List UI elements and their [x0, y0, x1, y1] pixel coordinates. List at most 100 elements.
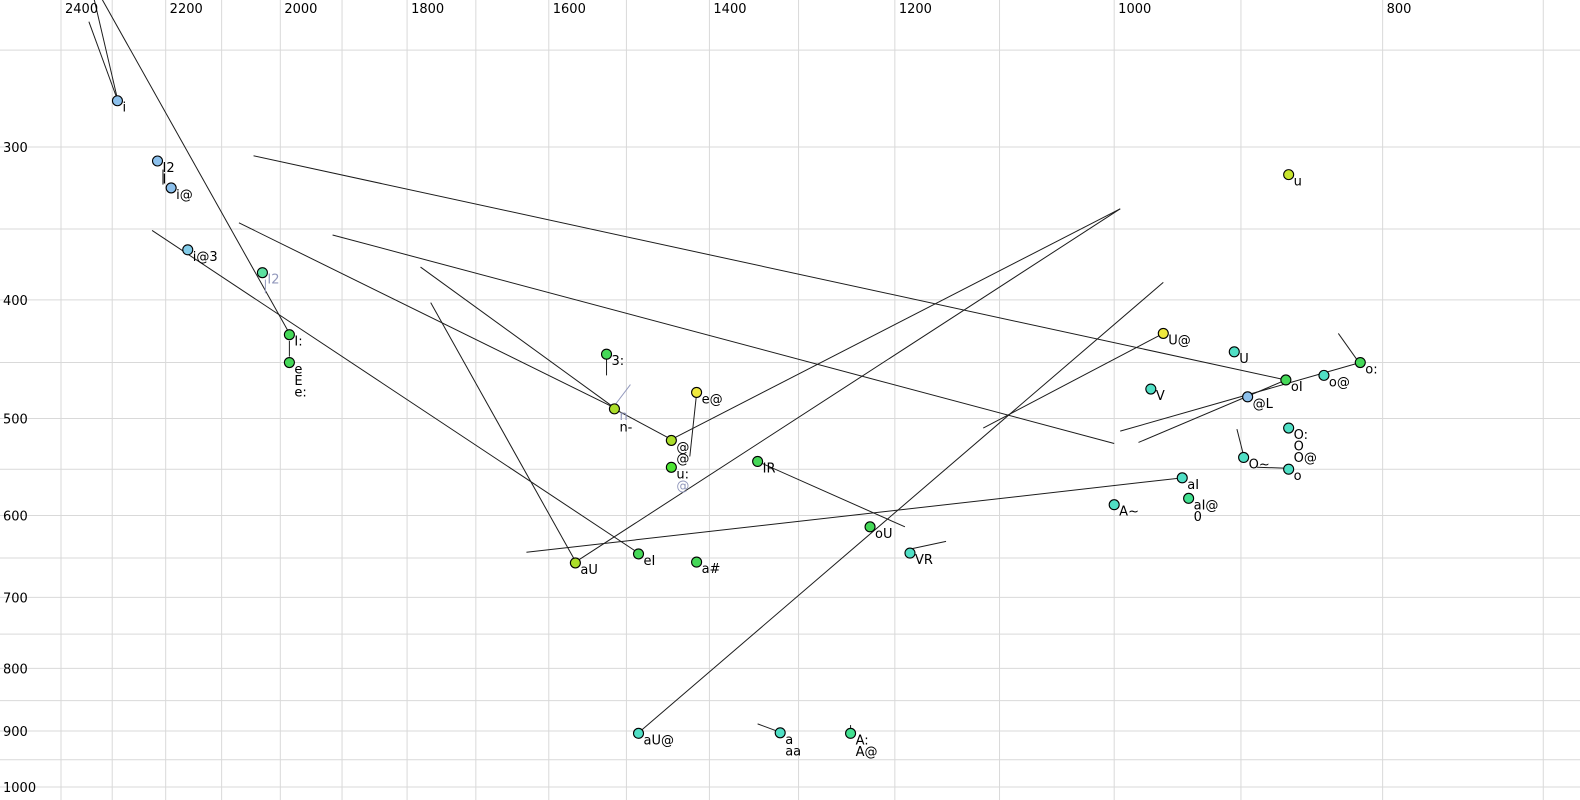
vowel-label-text: I — [162, 172, 166, 187]
vowel-label-text: a — [785, 733, 793, 748]
vowel-label-text: A: — [856, 733, 869, 748]
vowel-label: IR — [763, 461, 776, 476]
y-tick-label: 700 — [3, 591, 28, 606]
trajectory-line — [430, 302, 576, 562]
vowel-label-text: o@ — [1329, 375, 1350, 390]
vowel-label-text: @ — [676, 452, 689, 467]
x-tick-label: 1800 — [411, 2, 444, 17]
y-tick-label: 500 — [3, 413, 28, 428]
vowel-label: i — [122, 101, 126, 116]
x-tick-label: 1000 — [1118, 2, 1151, 17]
vowel-dot — [1228, 346, 1240, 358]
vowel-dot — [111, 95, 123, 107]
vowel-label: I: — [294, 335, 302, 350]
trajectory-line — [1236, 428, 1245, 456]
vowel-label-text: e: — [294, 386, 306, 401]
muted-leader-line — [614, 384, 631, 406]
vowel-label: O~ — [1249, 457, 1270, 472]
trajectory-line — [757, 460, 906, 528]
vowel-label: o — [1294, 469, 1302, 484]
vowel-label: @ @ — [676, 440, 689, 467]
vowel-dot — [632, 548, 645, 560]
vowel-label-text: i@ — [176, 188, 193, 203]
vowel-label-text: E — [294, 374, 302, 389]
vowel-dot — [1242, 391, 1254, 403]
vowel-label-text: O@ — [1294, 451, 1317, 466]
x-tick-label: 1200 — [899, 2, 932, 17]
vowel-label-text: n- — [619, 420, 632, 435]
vowel-label-text: e@ — [702, 392, 723, 407]
vowel-label-text: O — [1294, 440, 1304, 455]
vowel-label-text: n — [619, 409, 627, 424]
vowel-label: I2 I — [162, 161, 174, 188]
vowel-label-text: A@ — [856, 745, 878, 760]
vowel-label: aI — [1187, 478, 1199, 493]
vowel-label: o: — [1365, 363, 1377, 378]
vowel-label: u — [1294, 175, 1302, 190]
vowel-label-text: 3: — [612, 354, 625, 369]
vowel-label-text: i — [122, 101, 126, 116]
vowel-dot — [1183, 492, 1195, 504]
vowel-label-text: u: — [676, 467, 689, 482]
trajectory-line — [238, 222, 615, 409]
vowel-dot — [1145, 383, 1157, 395]
vowel-dot — [752, 455, 764, 467]
vowel-dot — [256, 267, 268, 279]
vowel-label-text: VR — [915, 553, 933, 568]
x-tick-label: 1600 — [553, 2, 586, 17]
vowel-label-text: aU@ — [644, 733, 674, 748]
y-tick-label: 800 — [3, 662, 28, 677]
vowel-dot — [569, 557, 581, 569]
vowel-label: 3: — [612, 354, 625, 369]
vowel-label: a aa — [785, 733, 801, 760]
vowel-label-text: @ — [676, 479, 689, 494]
x-tick-label: 2200 — [170, 2, 203, 17]
vowel-label-text: O: — [1294, 428, 1308, 443]
trajectory-line — [253, 155, 1286, 381]
tick-label-layer: 2400 2200 2000 1800 1600 1400 1200 1000 800 300 40… — [3, 2, 1411, 796]
vowel-label: VR — [915, 553, 933, 568]
vowel-label: aI@ 0 — [1194, 498, 1219, 525]
vowel-label-text: A~ — [1119, 505, 1139, 520]
vowel-label-text: aU — [580, 563, 597, 578]
vowel-dot — [774, 727, 786, 739]
trajectory-line — [101, 0, 290, 334]
vowel-label-text: u — [1294, 175, 1302, 190]
x-tick-label: 800 — [1387, 2, 1412, 17]
vowel-dot — [283, 356, 295, 369]
vowel-label-text: U@ — [1168, 333, 1191, 348]
vowel-dot — [1283, 463, 1295, 475]
vowel-label-text: oI — [1291, 380, 1303, 395]
vowel-label-text: o: — [1365, 363, 1377, 378]
vowel-label: n n- — [619, 409, 632, 436]
vowel-label-text: @L — [1253, 397, 1274, 412]
vowel-label-text: 0 — [1194, 510, 1202, 525]
vowel-dot — [1157, 327, 1169, 339]
vowel-label: i@ — [176, 188, 193, 203]
vowel-label: aU@ — [644, 733, 674, 748]
vowel-label-text: V — [1156, 389, 1165, 404]
vowel-label: O: O O@ — [1294, 428, 1317, 466]
vowel-label: U@ — [1168, 333, 1191, 348]
vowel-label: I2 — [267, 273, 279, 288]
y-tick-label: 1000 — [3, 781, 36, 796]
vowel-dot — [600, 348, 613, 360]
vowel-label: A~ — [1119, 505, 1139, 520]
y-tick-label: 400 — [3, 294, 28, 309]
vowel-label-text: IR — [763, 461, 776, 476]
trajectory-line — [1337, 333, 1358, 361]
vowel-label-text: @ — [676, 440, 689, 455]
trajectory-line — [151, 230, 639, 554]
vowel-label: o@ — [1329, 375, 1350, 390]
y-tick-label: 600 — [3, 509, 28, 524]
y-tick-label: 300 — [3, 141, 28, 156]
vowel-label-text: eI — [644, 554, 656, 569]
y-tick-label: 900 — [3, 725, 28, 740]
vowel-dot — [1283, 422, 1295, 434]
vowel-label-text: e — [294, 363, 302, 378]
trajectory-line — [689, 393, 698, 457]
vowel-label: oU — [875, 527, 892, 542]
vowel-label-text: aI@ — [1194, 498, 1219, 513]
